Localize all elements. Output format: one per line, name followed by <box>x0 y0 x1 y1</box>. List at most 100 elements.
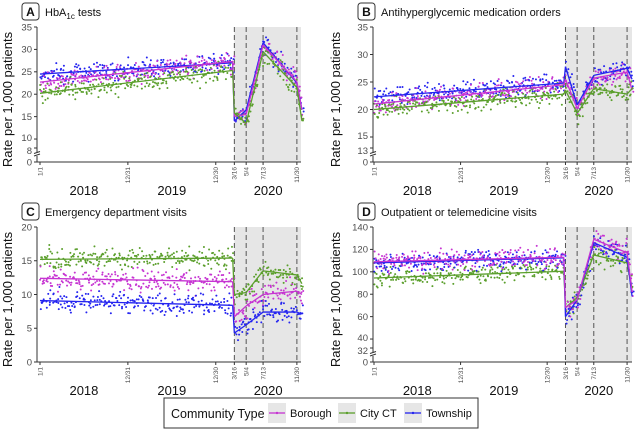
data-point-city-ct <box>421 276 424 279</box>
data-point-borough <box>56 283 59 286</box>
data-point-township <box>518 255 521 258</box>
data-point-township <box>156 294 159 297</box>
legend-entry-township: Township <box>426 408 472 420</box>
trend-line-city-ct <box>564 89 578 114</box>
data-point-city-ct <box>627 98 630 101</box>
data-point-borough <box>493 262 496 265</box>
data-point-borough <box>547 251 550 254</box>
data-point-borough <box>602 234 605 237</box>
data-point-city-ct <box>294 277 297 280</box>
data-point-city-ct <box>459 278 462 281</box>
data-point-township <box>201 55 204 58</box>
y-tick-label: 100 <box>352 267 368 278</box>
data-point-city-ct <box>107 85 110 88</box>
data-point-township <box>149 63 152 66</box>
data-point-borough <box>285 79 288 82</box>
data-point-borough <box>621 252 624 255</box>
data-point-borough <box>478 82 481 85</box>
data-point-township <box>193 306 196 309</box>
data-point-city-ct <box>477 106 480 109</box>
data-point-borough <box>101 271 104 274</box>
data-point-city-ct <box>545 265 548 268</box>
data-point-borough <box>457 103 460 106</box>
data-point-borough <box>496 262 499 265</box>
data-point-borough <box>108 75 111 78</box>
data-point-city-ct <box>103 89 106 92</box>
data-point-borough <box>223 58 226 61</box>
data-point-city-ct <box>75 248 78 251</box>
data-point-city-ct <box>561 271 564 274</box>
data-point-township <box>420 94 423 97</box>
data-point-township <box>478 265 481 268</box>
data-point-city-ct <box>408 109 411 112</box>
data-point-borough <box>152 64 155 67</box>
data-point-city-ct <box>267 272 270 275</box>
data-point-borough <box>453 254 456 257</box>
data-point-borough <box>608 68 611 71</box>
data-point-city-ct <box>175 250 178 253</box>
trend-line-borough <box>296 290 303 296</box>
data-point-borough <box>481 82 484 85</box>
data-point-city-ct <box>140 78 143 81</box>
data-point-city-ct <box>535 98 538 101</box>
data-point-city-ct <box>618 84 621 87</box>
data-point-city-ct <box>48 248 51 251</box>
data-point-borough <box>296 76 299 79</box>
data-point-township <box>195 304 198 307</box>
data-point-city-ct <box>96 264 99 267</box>
data-point-city-ct <box>209 258 212 261</box>
data-point-township <box>63 302 66 305</box>
data-point-city-ct <box>301 277 304 280</box>
data-point-city-ct <box>432 105 435 108</box>
data-point-city-ct <box>431 106 434 109</box>
data-point-city-ct <box>564 86 567 89</box>
data-point-city-ct <box>145 82 148 85</box>
data-point-borough <box>146 272 149 275</box>
data-point-township <box>274 52 277 55</box>
data-point-city-ct <box>146 262 149 265</box>
data-point-township <box>208 68 211 71</box>
data-point-borough <box>132 74 135 77</box>
data-point-township <box>610 67 613 70</box>
data-point-township <box>294 74 297 77</box>
data-point-borough <box>242 312 245 315</box>
data-point-township <box>534 78 537 81</box>
y-tick-label: 35 <box>357 22 368 33</box>
data-point-township <box>172 306 175 309</box>
data-point-city-ct <box>136 263 139 266</box>
data-point-borough <box>114 77 117 80</box>
data-point-city-ct <box>288 267 291 270</box>
data-point-city-ct <box>410 107 413 110</box>
data-point-township <box>218 305 221 308</box>
data-point-city-ct <box>130 265 133 268</box>
data-point-city-ct <box>181 249 184 252</box>
data-point-township <box>474 90 477 93</box>
data-point-city-ct <box>282 273 285 276</box>
data-point-borough <box>156 282 159 285</box>
data-point-city-ct <box>465 105 468 108</box>
trend-line-borough <box>245 293 264 307</box>
data-point-city-ct <box>531 92 534 95</box>
data-point-city-ct <box>408 270 411 273</box>
data-point-borough <box>438 256 441 259</box>
data-point-borough <box>229 279 232 282</box>
data-point-city-ct <box>202 245 205 248</box>
data-point-borough <box>379 258 382 261</box>
data-point-township <box>220 301 223 304</box>
data-point-city-ct <box>531 275 534 278</box>
data-point-city-ct <box>224 66 227 69</box>
data-point-township <box>618 262 621 265</box>
data-point-city-ct <box>57 266 60 269</box>
data-point-city-ct <box>92 252 95 255</box>
data-point-township <box>290 67 293 70</box>
data-point-township <box>220 306 223 309</box>
data-point-city-ct <box>379 279 382 282</box>
data-point-borough <box>272 284 275 287</box>
data-point-city-ct <box>69 251 72 254</box>
data-point-township <box>277 70 280 73</box>
data-point-borough <box>59 268 62 271</box>
data-point-city-ct <box>44 90 47 93</box>
data-point-borough <box>505 93 508 96</box>
data-point-borough <box>597 71 600 74</box>
